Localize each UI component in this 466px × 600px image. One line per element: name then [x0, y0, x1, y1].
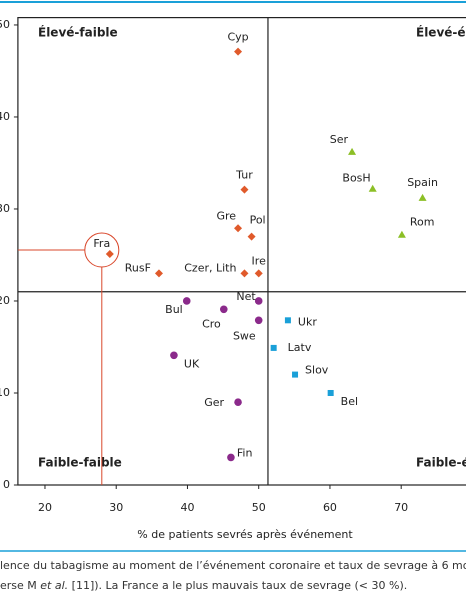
y-tick-label: 30 [0, 202, 10, 215]
point [327, 389, 334, 396]
point-label: Bul [165, 303, 183, 316]
caption-part: et al. [40, 579, 68, 592]
point [170, 351, 178, 360]
y-tick-label: 0 [3, 478, 10, 491]
point-label: BosH [342, 172, 370, 185]
point-label: Pol [250, 214, 266, 227]
quadrant-label: Élevé-élevé [416, 25, 466, 40]
x-tick-label: 30 [109, 501, 123, 514]
point-label: Ger [204, 396, 224, 409]
point [292, 371, 299, 378]
point [234, 47, 243, 56]
point-label: Slov [305, 364, 329, 377]
y-tick-label: 20 [0, 294, 10, 307]
x-tick-label: 40 [180, 501, 194, 514]
y-tick-label: 10 [0, 386, 10, 399]
point-label: Latv [288, 341, 312, 354]
point-label: UK [184, 357, 200, 370]
point [234, 398, 242, 406]
y-tick-label: 40 [0, 110, 10, 123]
quadrant-label: Faible-élevé [416, 456, 466, 470]
point [368, 184, 377, 192]
point [240, 185, 249, 194]
point-label: Cyp [227, 31, 248, 44]
point-label: Net [236, 290, 256, 303]
y-tick-label: 50 [0, 18, 10, 31]
x-axis-label: % de patients sevrés après événement [137, 528, 353, 541]
point-label: Bel [341, 395, 358, 408]
point-label: RusF [125, 261, 151, 274]
point-label: Spain [407, 176, 438, 189]
point [247, 232, 256, 241]
caption-line: lence du tabagisme au moment de l’événem… [0, 559, 466, 572]
point [348, 147, 357, 155]
plot-frame [17, 17, 466, 486]
point-label: Tur [235, 169, 253, 182]
point-label: Fin [237, 446, 253, 459]
point-label: Rom [410, 216, 435, 229]
x-tick-label: 20 [38, 501, 52, 514]
quadrant-label: Faible-faible [38, 456, 122, 470]
caption-part: erse M [0, 579, 40, 592]
point [227, 453, 235, 462]
point [254, 316, 263, 325]
caption-line: erse M et al. [11]). La France a le plus… [0, 579, 407, 592]
point [284, 317, 291, 324]
x-tick-label: 60 [323, 501, 337, 514]
point [397, 230, 406, 238]
point-label: Gre [216, 209, 236, 222]
point-label: Cro [202, 317, 221, 330]
x-tick-label: 70 [394, 501, 408, 514]
point [270, 344, 277, 351]
point [219, 305, 228, 314]
point-label: Ser [330, 133, 349, 146]
point [154, 269, 163, 278]
point-label: Swe [233, 329, 256, 342]
point [182, 297, 191, 305]
point [240, 269, 249, 278]
point-label: Czer, Lith [184, 261, 236, 274]
point [105, 250, 114, 259]
caption-part: [11]). La France a le plus mauvais taux … [68, 579, 407, 592]
point [254, 297, 263, 305]
point-label: Ukr [298, 315, 317, 328]
point-label: Fra [93, 237, 110, 250]
point [418, 193, 427, 201]
x-tick-label: 50 [252, 501, 266, 514]
point-label: Ire [252, 254, 267, 267]
quadrant-label: Élevé-faible [38, 25, 118, 40]
point [254, 269, 263, 278]
point [234, 224, 243, 233]
